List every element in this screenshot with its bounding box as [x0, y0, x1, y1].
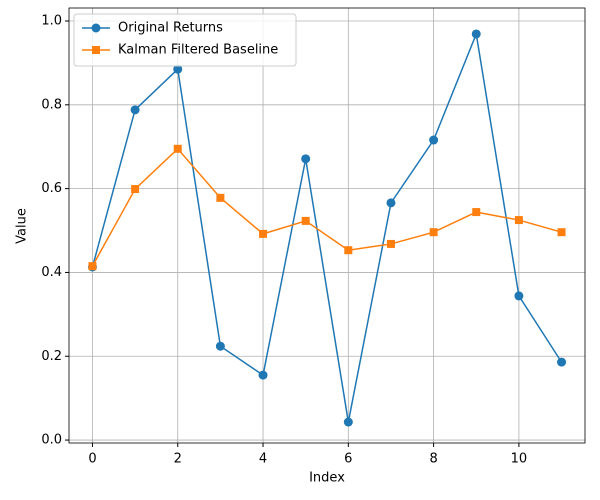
x-tick-label: 0 [88, 452, 96, 467]
marker [514, 216, 523, 225]
marker [301, 216, 310, 225]
plot-frame [68, 7, 586, 444]
x-tick-label: 8 [429, 452, 437, 467]
legend: Original Returns Kalman Filtered Baseline [73, 13, 297, 67]
y-tick-label: 0.6 [41, 181, 62, 196]
y-tick-label: 0.8 [41, 97, 62, 112]
marker [557, 228, 566, 237]
y-tick-label: 0.4 [41, 265, 62, 280]
marker [557, 357, 567, 367]
marker [343, 417, 353, 427]
marker [173, 64, 183, 74]
marker [301, 154, 311, 164]
marker [259, 229, 268, 238]
series-line [91, 147, 562, 267]
y-tick-label: 0.2 [41, 349, 62, 364]
series-line [91, 31, 563, 423]
x-axis-label: Index [309, 471, 345, 486]
marker [429, 135, 439, 145]
y-tick-label: 0.0 [41, 433, 62, 448]
x-tick-label: 10 [511, 452, 528, 467]
marker [131, 185, 140, 194]
x-tick-label: 4 [259, 452, 267, 467]
marker [215, 341, 225, 351]
marker [472, 208, 481, 217]
marker [91, 23, 101, 33]
marker [429, 228, 438, 237]
marker [258, 370, 268, 380]
legend-box [73, 13, 297, 67]
x-tick-label: 6 [344, 452, 352, 467]
marker [92, 46, 100, 54]
x-tick-label: 2 [174, 452, 182, 467]
marker [130, 105, 140, 115]
marker [471, 29, 481, 39]
marker [386, 239, 395, 248]
marker [88, 262, 97, 271]
marker [173, 144, 182, 153]
legend-label: Original Returns [118, 21, 223, 36]
marker [514, 291, 524, 301]
marker [386, 198, 396, 208]
y-tick-label: 1.0 [41, 13, 62, 28]
legend-label: Kalman Filtered Baseline [118, 43, 278, 58]
marker [344, 246, 353, 255]
y-axis-label: Value [15, 208, 30, 244]
marker [216, 193, 225, 202]
